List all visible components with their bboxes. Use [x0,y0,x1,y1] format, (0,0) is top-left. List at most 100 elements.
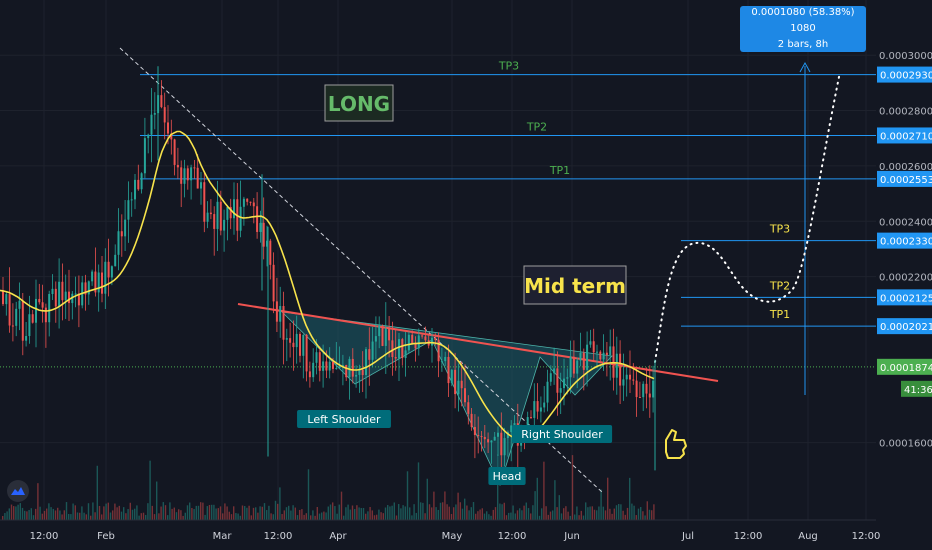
volume-bar [563,508,565,520]
candle-body [460,380,463,389]
volume-bar [354,509,356,520]
price-tick-label: 0.0002600 [879,162,932,173]
time-axis[interactable]: 12:00 Feb Mar 12:00 Apr May 12:00 Jun Jul 12:00 Au… [0,519,881,542]
candle-body [638,397,641,399]
candle-body [295,333,298,348]
volume-bar [72,503,74,520]
time-tick-label: 12:00 [852,531,881,542]
volume-bar [116,507,118,520]
candle-body [216,201,219,229]
volume-bar [552,510,554,520]
candle-body [213,214,216,229]
candle-body [77,293,80,306]
volume-bar [494,507,497,520]
volume-bar [448,506,450,520]
current-price-tag: 0.0001874 [880,363,932,374]
candle-body [5,294,8,305]
price-axis[interactable]: 0.0001600 0.0002200 0.0002400 0.0002600 0.00… [877,51,932,450]
volume-bar [175,512,178,520]
head-label: Head [493,470,522,483]
volume-bar [279,487,281,520]
candle-body [190,167,193,181]
candle-body [335,368,338,370]
candle-body [497,432,499,437]
volume-bar [266,510,268,520]
volume-bar [151,505,153,520]
candle-body [566,377,569,379]
candle-body [163,107,166,123]
candle-body [25,336,28,341]
candle-body [176,164,179,168]
candle-body [582,352,585,370]
candle-body [553,368,556,374]
volume-bar [310,515,312,520]
candle-body [315,352,318,363]
volume-bar [384,507,387,520]
volume-bar [468,510,470,520]
candle-body [130,199,133,201]
candle-body [576,360,579,374]
volume-bar [160,506,162,520]
candle-body [464,388,466,403]
volume-bar [472,502,475,520]
volume-bar [28,510,30,520]
volume-bar [268,505,270,520]
volume-bar [530,513,532,520]
candle-body [256,206,259,232]
volume-bar [24,510,26,520]
volume-bar [389,506,391,520]
volume-bar [358,507,360,520]
candle-body [365,349,367,376]
candle-body [648,393,651,398]
candle-body [269,240,272,265]
candle-body [629,374,631,380]
volume-bar [461,508,464,520]
volume-bar [294,507,296,520]
projection-path [654,71,841,363]
volume-bar [360,508,362,520]
volume-bar [488,514,490,520]
volume-bar [417,462,420,520]
trend-line [119,47,603,493]
volume-bar [395,515,398,520]
candle-body [332,361,334,369]
tp-long-label: TP1 [549,164,570,177]
candle-body [74,293,77,295]
candle-body [219,201,222,231]
volume-bar [241,505,244,520]
volume-bar [582,515,585,520]
candle-body [388,328,391,341]
candle-body [48,293,51,323]
candle-body [38,298,41,303]
tp-mid-label: TP1 [769,308,790,321]
tp-long-label: TP3 [498,60,519,73]
volume-bar [490,515,492,520]
volume-bar [323,511,325,520]
volume-bar [420,502,422,520]
volume-bar [145,514,147,520]
candle-body [493,436,496,441]
volume-bar [21,507,24,520]
volume-bar [17,504,19,520]
volume-bar [257,512,259,520]
candle-body [559,388,562,393]
volume-bar [252,507,255,520]
candle-body [183,168,186,184]
volume-bar [171,508,173,520]
tradingview-logo-icon[interactable] [7,480,29,502]
volume-bar [10,504,13,520]
volume-bar [140,513,142,520]
volume-bar [516,510,519,520]
candle-body [94,271,97,293]
volume-bar [305,513,307,520]
volume-bar [50,507,52,520]
volume-bar [521,510,523,520]
volume-bar [340,491,343,520]
drawing-lines [0,47,876,493]
volume-bar [327,506,329,520]
candle-body [58,281,61,307]
volume-bar [103,506,105,520]
volume-bar [288,505,290,520]
head-label-box [488,467,526,485]
